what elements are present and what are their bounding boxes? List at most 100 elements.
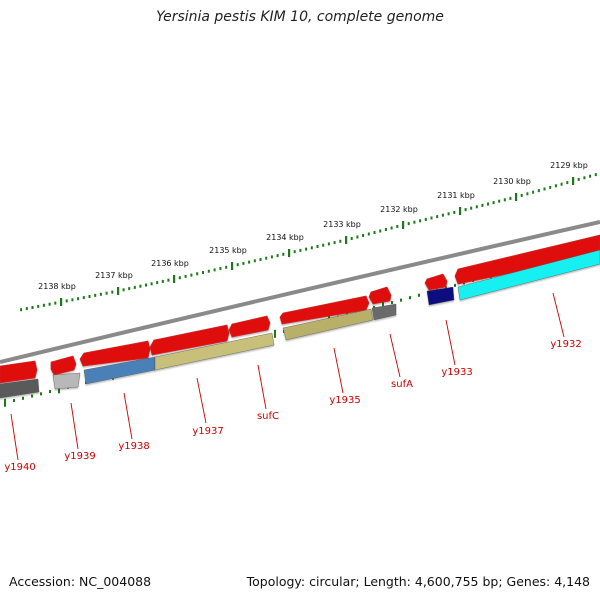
- scale-minor-tick: [560, 182, 563, 186]
- scale-minor-tick: [453, 210, 456, 214]
- scale-minor-tick: [594, 173, 597, 177]
- scale-minor-tick: [419, 219, 422, 223]
- cds-track: [0, 234, 600, 384]
- gene-bar-y1932: [457, 249, 600, 301]
- scale-minor-tick: [94, 293, 97, 297]
- scale-minor-tick: [396, 225, 399, 228]
- scale-major-tick-2135: [231, 262, 234, 270]
- inner-minor-tick: [400, 298, 402, 302]
- cds-arrow-highlight: [79, 340, 151, 367]
- scale-minor-tick: [498, 199, 501, 203]
- inner-minor-tick: [13, 399, 15, 403]
- scale-minor-tick: [470, 206, 473, 210]
- scale-minor-tick: [259, 258, 262, 261]
- scale-minor-tick: [475, 205, 478, 209]
- scale-minor-tick: [430, 216, 433, 220]
- scale-minor-tick: [225, 265, 228, 269]
- scale-minor-tick: [543, 187, 546, 191]
- scale-minor-tick: [537, 189, 540, 193]
- scale-minor-tick: [145, 283, 147, 287]
- scale-label-2129: 2129 kbp: [550, 161, 588, 170]
- scale-label-2138: 2138 kbp: [38, 282, 76, 291]
- scale-minor-tick: [196, 272, 199, 276]
- inner-minor-tick: [409, 296, 411, 300]
- scale-minor-tick: [589, 174, 592, 178]
- gene-label-y1932: y1932: [550, 339, 581, 350]
- inner-major-tick: [274, 329, 276, 338]
- scale-minor-tick: [413, 220, 416, 224]
- scale-minor-tick: [441, 213, 444, 217]
- scale-minor-tick: [42, 303, 45, 307]
- scale-minor-tick: [305, 247, 308, 251]
- scale-minor-tick: [184, 274, 187, 278]
- leader-line-y1939: [70, 402, 79, 450]
- scale-minor-tick: [20, 308, 23, 312]
- scale-minor-tick: [82, 296, 85, 300]
- scale-minor-tick: [219, 267, 222, 271]
- scale-minor-tick: [207, 269, 210, 273]
- scale-minor-tick: [150, 282, 153, 286]
- scale-minor-tick: [276, 254, 279, 258]
- scale-minor-tick: [583, 176, 586, 180]
- cds-arrow: [149, 324, 230, 356]
- gene-bar-y1935: [282, 308, 374, 341]
- scale-minor-tick: [310, 246, 313, 250]
- scale-minor-tick: [71, 298, 74, 302]
- topology-text: Topology: circular; Length: 4,600,755 bp…: [246, 574, 590, 589]
- scale-minor-tick: [367, 232, 370, 236]
- scale-minor-tick: [54, 301, 57, 305]
- scale-minor-tick: [178, 276, 181, 280]
- scale-major-tick-2131: [459, 207, 462, 215]
- cds-arrow-highlight: [50, 355, 77, 376]
- cds-arrow-highlight: [0, 360, 38, 384]
- scale-minor-tick: [503, 198, 506, 202]
- gene-labels: y1932 y1933 sufA y1935 sufC y1937 y1938 y1939 y1…: [4, 292, 582, 473]
- scale-minor-tick: [339, 239, 342, 243]
- gene-label-y1935: y1935: [329, 395, 360, 406]
- scale-label-2134: 2134 kbp: [266, 233, 304, 242]
- backbone-line: [0, 220, 600, 364]
- scale-minor-tick: [481, 203, 484, 207]
- scale-minor-tick: [362, 234, 365, 237]
- scale-minor-tick: [384, 228, 387, 231]
- scale-minor-tick: [133, 285, 136, 289]
- inner-minor-tick: [454, 283, 456, 287]
- gene-bar-y1939: [52, 372, 81, 390]
- scale-minor-tick: [282, 252, 285, 256]
- scale-minor-tick: [167, 278, 170, 282]
- cds-arrow-highlight: [228, 315, 271, 338]
- scale-minor-tick: [242, 261, 245, 265]
- scale-minor-tick: [407, 222, 410, 226]
- scale-minor-tick: [492, 201, 495, 205]
- cds-arrow: [424, 273, 448, 291]
- scale-minor-tick: [105, 291, 108, 295]
- scale-minor-tick: [99, 292, 102, 296]
- inner-minor-tick: [22, 396, 24, 400]
- scale-label-2136: 2136 kbp: [151, 259, 189, 268]
- scale-major-tick-2134: [288, 249, 291, 257]
- scale-minor-tick: [236, 263, 239, 267]
- scale-minor-tick: [322, 243, 325, 247]
- gene-label-sufc: sufC: [257, 411, 279, 422]
- scale-minor-tick: [436, 215, 439, 219]
- cds-arrow: [228, 315, 271, 338]
- gene-label-y1940: y1940: [4, 462, 35, 473]
- scale-minor-tick: [48, 302, 51, 306]
- scale-minor-tick: [299, 248, 302, 252]
- scale-minor-tick: [447, 212, 450, 216]
- scale-minor-tick: [122, 288, 125, 292]
- scale-label-2133: 2133 kbp: [323, 220, 361, 229]
- scale-minor-tick: [566, 181, 569, 185]
- scale-minor-tick: [37, 304, 40, 308]
- scale-minor-tick: [487, 202, 489, 206]
- scale-minor-tick: [161, 279, 164, 283]
- accession-text: Accession: NC_004088: [9, 574, 152, 589]
- gene-bar-y1940: [0, 378, 40, 399]
- scale-minor-tick: [373, 231, 376, 234]
- cds-arrow: [50, 355, 77, 376]
- scale-minor-tick: [526, 192, 529, 196]
- gene-label-y1933: y1933: [441, 367, 472, 378]
- scale-minor-tick: [139, 284, 142, 288]
- scale-major-tick-2129: [572, 177, 575, 185]
- scale-minor-tick: [128, 287, 131, 291]
